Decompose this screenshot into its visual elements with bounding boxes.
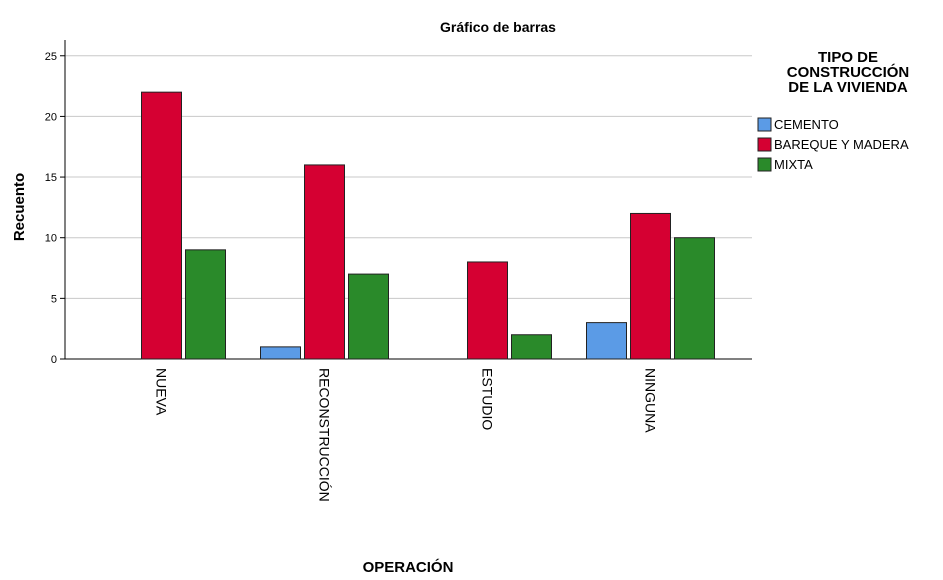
legend-swatch [757,117,772,132]
chart-title: Gráfico de barras [440,19,556,35]
y-tick-label: 10 [45,233,57,245]
y-axis-label: Recuento [11,173,28,241]
legend-title: CONSTRUCCIÓN [787,63,910,81]
y-tick-label: 20 [45,111,57,123]
legend-label: BAREQUE Y MADERA [774,137,909,152]
bar [304,164,345,360]
legend-title: DE LA VIVIENDA [788,79,908,96]
bar [260,346,301,360]
legend-label: CEMENTO [774,117,839,132]
x-tick-label: RECONSTRUCCIÓN [317,368,333,502]
bar [467,261,508,360]
bar [586,322,627,360]
bar [630,212,671,360]
legend-title: TIPO DE [818,49,878,66]
bar [348,273,389,360]
y-tick-label: 15 [45,172,57,184]
legend-swatch [757,137,772,152]
x-axis-label: OPERACIÓN [363,558,454,576]
legend-label: MIXTA [774,157,813,172]
bar [141,91,182,360]
x-tick-label: NINGUNA [643,368,659,433]
y-tick-label: 5 [51,293,57,305]
x-tick-label: NUEVA [154,368,170,416]
y-tick-label: 25 [45,51,57,63]
y-tick-label: 0 [51,354,57,366]
bar [185,249,226,360]
bar [511,334,552,360]
x-tick-label: ESTUDIO [480,368,496,430]
legend-swatch [757,157,772,172]
bar [674,237,715,360]
